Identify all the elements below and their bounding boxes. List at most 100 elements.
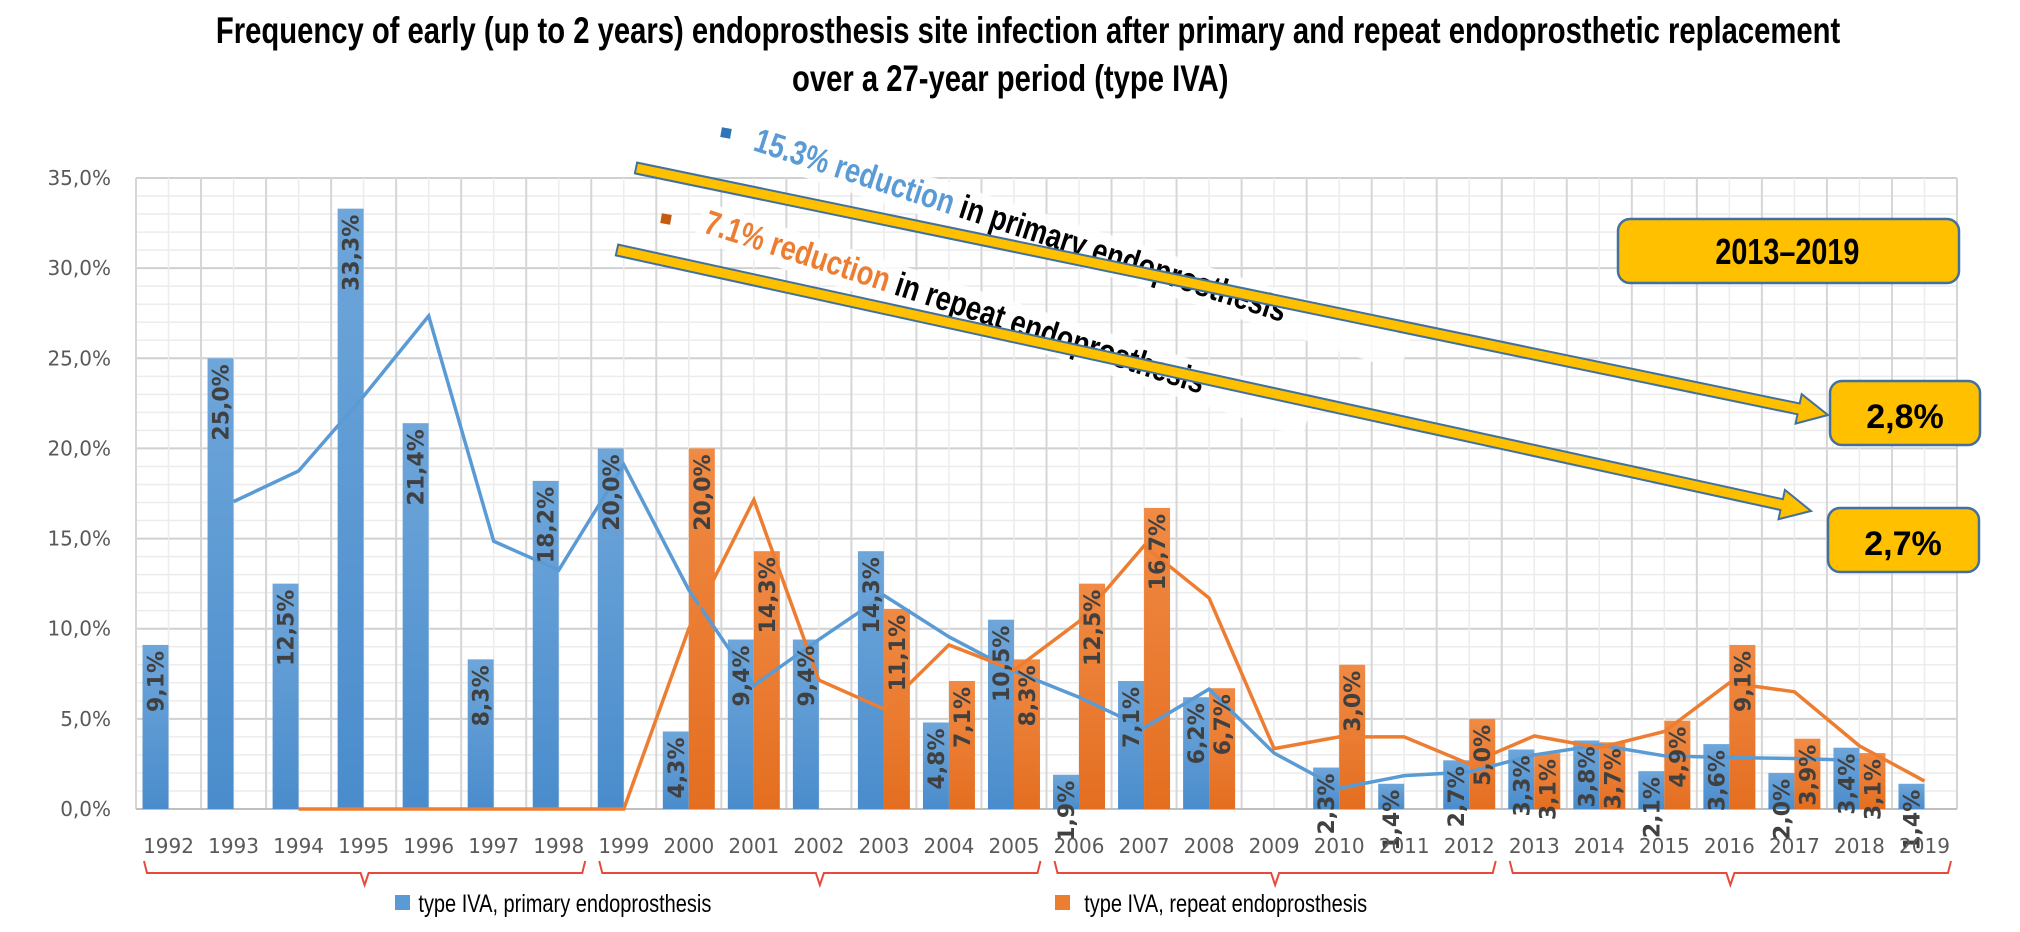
x-tick-label: 2017 [1769,834,1820,858]
bar-primary-2018 [1833,747,1860,809]
bar-primary-2006 [1053,774,1080,809]
y-tick-label: 0,0% [60,797,111,821]
data-label-primary-2003: 14,3% [860,557,885,633]
bar-primary-2012 [1443,760,1470,809]
trendlines [232,312,1926,811]
x-tick-label: 2003 [858,834,909,858]
data-label-primary-1997: 8,3% [470,665,495,726]
bar-repeat-2014 [1599,742,1626,809]
primary-result-text: 2,8% [1866,398,1944,436]
x-tick-label: 2004 [923,834,974,858]
data-label-primary-2016: 3,6% [1705,750,1730,811]
bar-primary-2017 [1768,772,1795,809]
period-brace-1992-1998 [143,860,587,889]
data-label-primary-1995: 33,3% [340,215,365,291]
bar-primary-2010 [1313,767,1340,809]
data-label-primary-2004: 4,8% [925,728,950,789]
legend-swatch-repeat-icon [1055,895,1070,910]
x-tick-label: 2016 [1704,834,1755,858]
data-label-primary-2005: 10,5% [990,626,1015,702]
y-tick-label: 35,0% [47,166,111,190]
x-tick-label: 2013 [1509,834,1560,858]
x-tick-label: 1996 [403,834,454,858]
legend-label-primary: type IVA, primary endoprosthesis [418,890,711,918]
x-tick-label: 1997 [468,834,519,858]
legend-item-primary[interactable]: type IVA, primary endoprosthesis [395,890,711,918]
bar-primary-2004 [922,722,949,809]
annotation-primary-highlight: 15.3% reduction [750,121,960,222]
x-tick-label: 1995 [338,834,389,858]
data-label-primary-2002: 9,4% [795,646,820,707]
legend-item-repeat[interactable]: type IVA, repeat endoprosthesis [1055,890,1367,918]
chart-title-text-2: over a 27-year period (type IVA) [791,58,1229,99]
bar-repeat-2005 [1013,659,1040,809]
data-label-repeat-2010: 3,0% [1341,671,1366,732]
legend-swatch-primary-icon [395,895,410,910]
x-tick-label: 1993 [208,834,259,858]
repeat-result-box: 2,7% [1826,506,1981,574]
chart-title-line-2: over a 27-year period (type IVA) [0,58,2020,100]
bar-repeat-2006 [1079,583,1106,809]
data-label-primary-1992: 9,1% [145,651,170,712]
y-tick-label: 25,0% [47,346,111,370]
bar-repeat-2017 [1794,738,1821,809]
data-label-primary-2017: 2,0% [1770,779,1795,840]
y-tick-label: 5,0% [60,707,111,731]
data-label-primary-2001: 9,4% [730,646,755,707]
x-tick-label: 2008 [1184,834,1235,858]
data-label-primary-1998: 18,2% [535,487,560,563]
bar-repeat-2003 [883,608,910,809]
x-tick-label: 2014 [1574,834,1625,858]
data-label-repeat-2016: 9,1% [1731,651,1756,712]
x-tick-label: 2015 [1639,834,1690,858]
bar-primary-2000 [662,731,689,809]
bullet-square-primary-icon [720,127,732,139]
x-tick-label: 2018 [1834,834,1885,858]
y-tick-label: 15,0% [47,527,111,551]
bar-repeat-2018 [1859,753,1886,809]
x-tick-label: 2002 [793,834,844,858]
y-tick-label: 10,0% [47,617,111,641]
data-label-primary-2013: 3,3% [1510,756,1535,817]
x-tick-label: 2000 [663,834,714,858]
data-label-repeat-2000: 20,0% [691,454,716,530]
bar-primary-2019 [1898,783,1925,809]
period-brace-1999-2005 [598,860,1042,889]
repeat-result-box-shape [1826,506,1981,574]
data-label-primary-1996: 21,4% [405,429,430,505]
bar-repeat-2004 [948,680,975,809]
period-brace-2006-2012 [1053,860,1497,889]
x-tick-label: 2006 [1054,834,1105,858]
period-box: 2013–2019 [1616,217,1961,285]
bar-primary-1995 [337,208,364,810]
data-label-repeat-2017: 3,9% [1796,745,1821,806]
data-label-primary-2006: 1,9% [1055,781,1080,842]
data-label-primary-1993: 25,0% [210,364,235,440]
data-label-repeat-2015: 4,9% [1666,727,1691,788]
data-label-repeat-2014: 3,7% [1601,748,1626,809]
x-tick-label: 2007 [1119,834,1170,858]
bar-primary-2007 [1118,680,1145,809]
bar-primary-2014 [1573,740,1600,809]
data-label-repeat-2007: 16,7% [1146,514,1171,590]
data-label-repeat-2004: 7,1% [951,687,976,748]
x-tick-label: 2012 [1444,834,1495,858]
bar-primary-1992 [142,644,169,809]
x-tick-label: 2019 [1899,834,1950,858]
data-label-primary-2011: 1,4% [1380,790,1405,851]
bar-repeat-2013 [1534,753,1561,809]
data-label-primary-2015: 2,1% [1640,777,1665,838]
x-tick-label: 2010 [1314,834,1365,858]
repeat-result-text: 2,7% [1864,525,1942,563]
bar-primary-1998 [532,480,559,809]
x-tick-label: 1998 [533,834,584,858]
data-label-repeat-2003: 11,1% [886,615,911,691]
bar-primary-1993 [207,358,234,809]
bar-primary-2003 [857,551,884,809]
bar-primary-2005 [987,619,1014,809]
x-tick-label: 1992 [143,834,194,858]
arrow-repeat [614,243,1814,521]
bullet-square-repeat-icon [660,213,672,225]
x-tick-label: 1999 [598,834,649,858]
